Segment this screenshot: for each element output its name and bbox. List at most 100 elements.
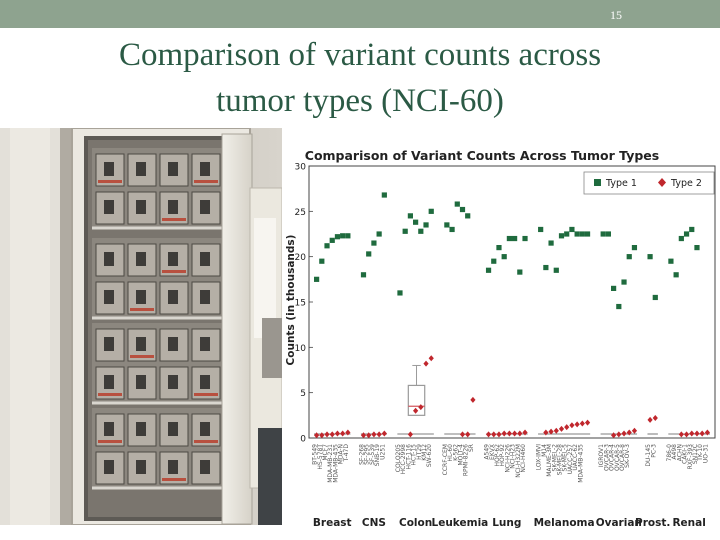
type-1-point [548, 240, 554, 246]
type-1-point [314, 276, 320, 282]
type-1-point [626, 254, 632, 260]
sample-box-handle [104, 290, 114, 304]
sample-box-handle [168, 337, 178, 351]
sample-box-tag [162, 270, 186, 273]
cell-line-label: SF-539 [369, 444, 376, 465]
type-1-point [543, 264, 549, 271]
type-2-point [334, 430, 341, 437]
type-1-point [444, 222, 450, 228]
type-2-point [616, 431, 622, 438]
type-2-point [647, 416, 653, 423]
cell-line-label: SN12C [692, 444, 699, 464]
type-1-point [418, 228, 424, 234]
cell-line-label: OVCAR-4 [609, 444, 616, 471]
sample-box-handle [200, 422, 210, 436]
y-tick-label: 25 [295, 208, 306, 218]
sample-box-tag [162, 218, 186, 221]
type-1-point [668, 258, 674, 264]
type-1-point [402, 228, 408, 234]
type-1-point [673, 272, 679, 278]
sample-box-handle [136, 422, 146, 436]
cell-line-label: MDA-N [338, 444, 345, 464]
cell-line-label: HL-60 [447, 444, 454, 462]
type-2-point [548, 428, 554, 435]
type-2-point [512, 430, 518, 437]
cell-line-label: EKVX [489, 444, 496, 460]
sample-box-tag [130, 355, 154, 358]
type-1-point [423, 222, 429, 228]
sample-box-handle [168, 200, 178, 214]
cell-line-label: SR [468, 444, 475, 452]
sample-box-handle [136, 252, 146, 266]
chart-legend: Type 1 Type 2 [583, 171, 715, 195]
sample-box-tag [194, 393, 218, 396]
type-1-point [631, 245, 638, 251]
category-label: Leukemia [432, 517, 489, 529]
type-2-point [564, 424, 570, 431]
cell-line-label: RXF-393 [687, 444, 694, 470]
cell-line-label: NCI-H460 [520, 444, 527, 473]
type-2-point [423, 360, 429, 367]
type-1-point [553, 267, 559, 273]
type-1-point [381, 192, 387, 198]
sample-box-handle [136, 200, 146, 214]
sample-box-handle [104, 337, 114, 351]
sample-box-handle [104, 422, 114, 436]
type-2-point [407, 431, 413, 438]
y-tick-label: 10 [295, 344, 307, 354]
type-1-point [459, 206, 466, 213]
category-label: Renal [672, 517, 705, 529]
sample-box-tag [194, 440, 218, 443]
type-2-point [689, 430, 695, 437]
legend-label-type-1: Type 1 [605, 178, 637, 189]
cell-line-label: TK-10 [697, 444, 704, 462]
type-2-point [704, 429, 710, 436]
type-1-point [319, 258, 325, 264]
type-2-point [517, 430, 523, 437]
sample-box [95, 191, 125, 225]
cell-line-label: 786-0 [666, 444, 673, 462]
sample-box-handle [200, 252, 210, 266]
type-1-point [345, 233, 351, 239]
sample-box-handle [200, 200, 210, 214]
cell-line-label: A549 [484, 444, 491, 460]
type-1-point [501, 254, 507, 260]
sample-box-handle [136, 337, 146, 351]
sample-box [127, 413, 157, 447]
series-type-1 [314, 192, 700, 310]
type-2-point [319, 432, 325, 439]
type-2-point [579, 420, 585, 427]
type-2-point [584, 419, 591, 426]
cell-line-label: HS-578T [317, 444, 324, 470]
type-1-point [506, 235, 512, 242]
type-2-point [522, 429, 528, 436]
type-2-point [345, 429, 351, 436]
type-2-point [553, 427, 559, 434]
type-1-point [611, 285, 617, 291]
cell-line-label: BT-549 [312, 444, 319, 465]
type-2-point [470, 396, 476, 403]
sample-box-handle [104, 460, 114, 474]
type-1-point [512, 235, 518, 242]
type-2-point [465, 431, 471, 438]
slide-title-line-1: Comparison of variant counts across [118, 37, 602, 73]
sample-box-handle [168, 375, 178, 389]
type-1-point [600, 231, 606, 237]
sample-box-handle [168, 252, 178, 266]
type-1-point [584, 231, 591, 237]
type-1-point [616, 303, 622, 310]
cell-line-label: OVCAR-3 [603, 444, 610, 471]
cell-line-label: SNB-19 [374, 444, 381, 466]
sample-box-handle [136, 375, 146, 389]
sample-box-tag [98, 440, 122, 443]
cell-line-label: MDA-MB-231 [327, 444, 334, 483]
type-1-point [652, 294, 658, 301]
cell-line-label: MDA-MB-435 [577, 444, 584, 483]
cell-line-label: MDA-MB-435 [332, 444, 339, 483]
type-1-point [621, 279, 627, 285]
type-1-point [574, 231, 580, 237]
cell-line-label: RPMI-8226 [463, 444, 470, 476]
type-1-point [579, 231, 585, 237]
chart-container: Comparison of Variant Counts Across Tumo… [284, 140, 720, 532]
type-2-point [683, 431, 690, 438]
